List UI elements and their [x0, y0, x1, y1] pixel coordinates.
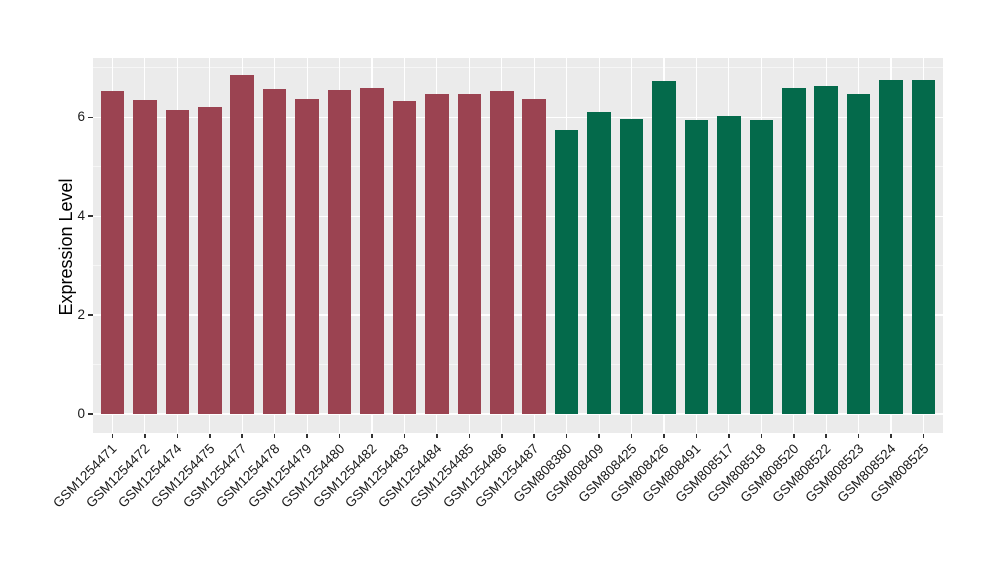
bar-GSM808520 [782, 87, 806, 414]
x-tick-GSM1254480 [338, 434, 341, 438]
y-tick-4 [88, 215, 93, 217]
bar-GSM1254483 [392, 100, 417, 414]
bar-GSM808409 [587, 112, 611, 414]
x-tick-GSM808425 [630, 434, 633, 438]
bar-GSM808523 [846, 94, 871, 414]
bar-GSM808491 [684, 120, 709, 414]
bar-GSM808517 [717, 116, 741, 414]
gridline-minor-y-5 [93, 166, 943, 168]
x-tick-GSM1254485 [468, 434, 471, 438]
y-tick-6 [88, 116, 93, 119]
gridline-minor-y-1 [93, 364, 943, 366]
x-tick-GSM808517 [728, 434, 730, 438]
gridline-minor-y-7 [93, 67, 943, 69]
x-tick-GSM808426 [663, 434, 665, 438]
bar-GSM1254482 [360, 88, 384, 414]
bar-GSM1254484 [425, 93, 449, 414]
y-tick-label-2: 2 [77, 307, 85, 323]
bar-GSM1254487 [522, 98, 546, 414]
x-tick-GSM808491 [695, 434, 698, 438]
x-tick-GSM1254471 [111, 434, 114, 438]
bar-GSM1254475 [198, 106, 222, 414]
x-tick-GSM808524 [890, 434, 892, 438]
x-tick-GSM808409 [598, 434, 600, 438]
bar-GSM808425 [619, 118, 644, 414]
y-tick-0 [88, 413, 93, 415]
gridline-major-y-6 [93, 116, 943, 118]
x-tick-GSM1254477 [241, 434, 243, 438]
gridline-major-y-4 [93, 215, 943, 217]
x-tick-GSM1254479 [306, 434, 308, 438]
x-tick-GSM1254486 [501, 434, 503, 438]
y-tick-label-0: 0 [77, 406, 85, 421]
y-tick-2 [88, 314, 93, 316]
bar-GSM1254480 [327, 90, 352, 414]
x-tick-GSM808525 [922, 434, 925, 438]
y-tick-label-6: 6 [77, 109, 85, 125]
x-tick-GSM1254487 [533, 434, 535, 438]
bar-GSM808522 [814, 85, 838, 414]
gridline-minor-y-3 [93, 265, 943, 267]
x-tick-GSM808522 [825, 434, 827, 438]
x-tick-GSM1254483 [403, 434, 406, 438]
plot-panel [93, 58, 943, 433]
y-axis-title: Expression Level [56, 178, 76, 316]
x-tick-GSM1254484 [436, 434, 438, 438]
bar-GSM808380 [554, 130, 579, 414]
bar-GSM808426 [652, 81, 676, 414]
x-tick-GSM1254475 [209, 434, 211, 438]
bar-GSM1254474 [165, 109, 190, 414]
bar-GSM1254477 [230, 74, 254, 414]
bar-GSM808525 [911, 79, 936, 414]
bar-GSM1254472 [133, 100, 157, 414]
gridline-major-y-2 [93, 314, 943, 316]
x-tick-GSM808380 [565, 434, 568, 438]
bar-GSM808518 [749, 120, 774, 414]
x-tick-GSM808520 [793, 434, 795, 438]
bar-GSM1254479 [295, 99, 319, 414]
x-tick-GSM1254478 [273, 434, 276, 438]
bar-GSM1254478 [262, 89, 287, 414]
x-tick-GSM808523 [857, 434, 860, 438]
x-tick-GSM1254482 [371, 434, 373, 438]
x-tick-GSM1254472 [144, 434, 146, 438]
bar-GSM1254471 [100, 90, 125, 414]
bar-GSM1254486 [490, 90, 514, 414]
bar-GSM1254485 [457, 94, 482, 414]
x-tick-GSM1254474 [176, 434, 179, 438]
gridline-major-y-0 [93, 413, 943, 415]
x-tick-GSM808518 [760, 434, 763, 438]
y-tick-label-4: 4 [77, 208, 85, 224]
bar-GSM808524 [879, 79, 903, 414]
